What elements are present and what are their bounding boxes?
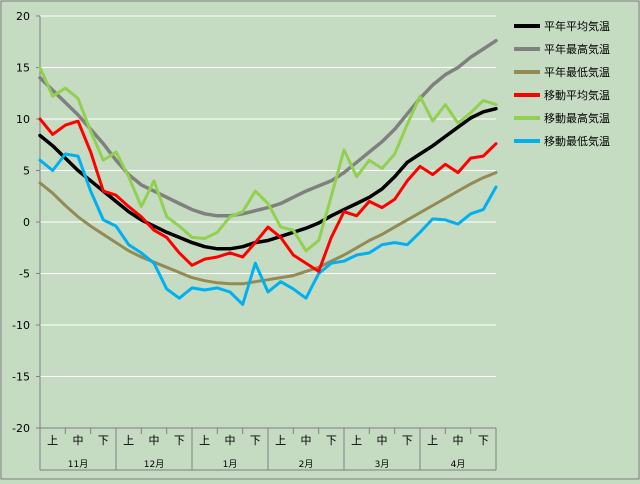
x-tick-label: 中: [377, 434, 388, 447]
month-label: 12月: [144, 459, 164, 470]
month-label: 1月: [223, 459, 238, 470]
legend-label: 移動平均気温: [544, 88, 610, 102]
legend-label: 平年最低気温: [544, 65, 610, 79]
x-tick-label: 下: [174, 434, 185, 447]
x-tick-label: 中: [149, 434, 160, 447]
month-label: 4月: [451, 459, 466, 470]
x-tick-label: 下: [478, 434, 489, 447]
legend-label: 移動最高気温: [544, 111, 610, 125]
series-line-4: [38, 66, 498, 253]
y-tick-label: -5: [19, 268, 30, 281]
series-line-0: [38, 106, 498, 251]
x-tick-label: 中: [225, 434, 236, 447]
series-line-3: [38, 117, 498, 273]
y-tick-label: -10: [12, 319, 30, 332]
x-tick-label: 中: [301, 434, 312, 447]
y-tick-label: 15: [16, 62, 30, 75]
legend-label: 移動最低気温: [544, 134, 610, 148]
x-tick-label: 上: [275, 434, 286, 447]
x-tick-label: 上: [351, 434, 362, 447]
y-tick-label: 10: [16, 113, 30, 126]
x-tick-label: 上: [427, 434, 438, 447]
x-tick-label: 下: [250, 434, 261, 447]
x-tick-label: 下: [326, 434, 337, 447]
month-label: 3月: [375, 459, 390, 470]
x-tick-label: 上: [199, 434, 210, 447]
month-label: 2月: [299, 459, 314, 470]
y-tick-label: -15: [12, 371, 30, 384]
legend-label: 平年平均気温: [544, 19, 610, 33]
x-tick-label: 中: [73, 434, 84, 447]
x-tick-label: 下: [98, 434, 109, 447]
y-tick-label: 5: [23, 165, 30, 178]
y-tick-label: 20: [16, 10, 30, 23]
x-tick-label: 下: [402, 434, 413, 447]
x-tick-label: 上: [123, 434, 134, 447]
y-tick-label: 0: [23, 216, 30, 229]
x-tick-label: 中: [453, 434, 464, 447]
x-tick-label: 上: [47, 434, 58, 447]
series-line-5: [38, 152, 498, 306]
series-line-2: [38, 171, 498, 286]
legend-label: 平年最高気温: [544, 42, 610, 56]
y-tick-label: -20: [12, 422, 30, 435]
month-label: 11月: [68, 459, 88, 470]
